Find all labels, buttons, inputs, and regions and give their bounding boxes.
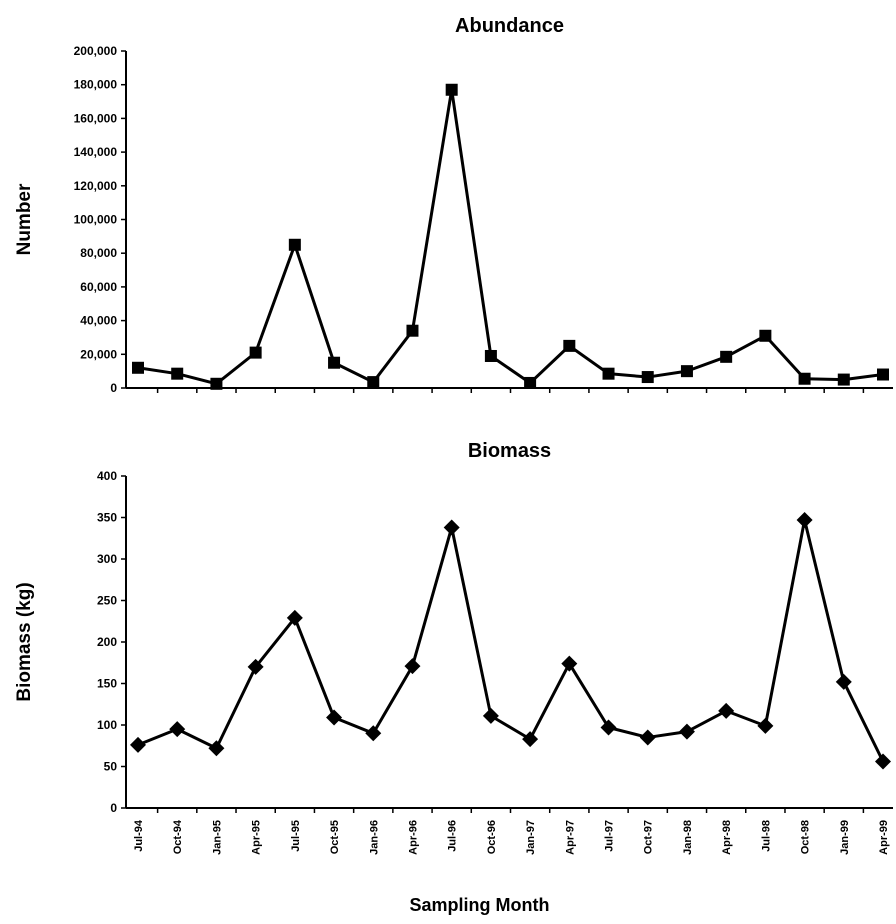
data-point — [210, 377, 223, 390]
y-tick-label: 300 — [97, 552, 117, 566]
y-tick-label: 50 — [104, 760, 118, 774]
y-tick-label: 400 — [97, 469, 117, 483]
data-point — [522, 731, 539, 748]
data-point — [798, 372, 811, 385]
y-tick-label: 120,000 — [74, 179, 118, 193]
data-point — [484, 349, 497, 362]
data-point — [641, 371, 654, 384]
x-tick-label: Jul-96 — [447, 820, 459, 852]
x-tick-label: Apr-99 — [878, 820, 890, 855]
data-point — [720, 350, 733, 363]
data-point — [837, 373, 850, 386]
data-point — [561, 655, 578, 672]
data-point — [445, 83, 458, 96]
y-axis-label: Number — [14, 183, 35, 255]
x-axis-label: Sampling Month — [410, 895, 550, 915]
data-point — [600, 719, 617, 736]
x-tick-label: Apr-95 — [251, 820, 263, 855]
data-point — [678, 723, 695, 740]
data-point — [835, 673, 852, 690]
chart-title: Abundance — [455, 15, 564, 37]
series-line — [137, 88, 884, 386]
x-tick-label: Jul-94 — [133, 819, 145, 852]
x-tick-label: Apr-96 — [407, 820, 419, 855]
x-tick-label: Oct-95 — [329, 820, 341, 854]
data-point — [367, 376, 380, 389]
x-tick-label: Oct-98 — [800, 820, 812, 854]
data-point — [208, 740, 225, 757]
x-tick-label: Jan-99 — [839, 820, 851, 855]
x-tick-label: Jan-98 — [682, 820, 694, 855]
y-tick-label: 0 — [110, 381, 117, 395]
data-point — [288, 238, 301, 251]
data-point — [249, 346, 262, 359]
data-point — [602, 367, 615, 380]
data-point — [875, 753, 891, 770]
y-tick-label: 40,000 — [80, 314, 117, 328]
x-tick-label: Apr-97 — [564, 820, 576, 855]
y-tick-label: 250 — [97, 594, 117, 608]
y-tick-label: 160,000 — [74, 111, 118, 125]
data-point — [404, 658, 421, 675]
data-point — [169, 721, 186, 738]
data-point — [482, 707, 499, 724]
x-tick-label: Jan-97 — [525, 820, 537, 855]
data-point — [171, 367, 184, 380]
y-tick-label: 20,000 — [80, 347, 117, 361]
y-tick-label: 150 — [97, 677, 117, 691]
data-point — [877, 368, 889, 381]
y-tick-label: 200,000 — [74, 44, 118, 58]
data-point — [757, 717, 774, 734]
y-tick-label: 0 — [110, 801, 117, 815]
data-point — [326, 709, 343, 726]
data-point — [132, 361, 144, 374]
data-point — [524, 376, 537, 389]
data-point — [247, 658, 264, 675]
y-tick-label: 140,000 — [74, 145, 118, 159]
data-point — [130, 736, 146, 753]
x-tick-label: Jul-98 — [760, 820, 772, 852]
chart-title: Biomass — [468, 440, 551, 462]
data-point — [759, 329, 772, 342]
x-tick-label: Apr-98 — [721, 820, 733, 855]
y-tick-label: 100 — [97, 718, 117, 732]
data-point — [718, 702, 735, 719]
y-tick-label: 180,000 — [74, 78, 118, 92]
x-tick-label: Oct-94 — [172, 819, 184, 854]
x-tick-label: Jul-97 — [604, 820, 616, 852]
y-tick-label: 200 — [97, 635, 117, 649]
x-tick-label: Oct-96 — [486, 820, 498, 854]
data-point — [365, 725, 382, 742]
data-point — [328, 356, 341, 369]
data-point — [443, 519, 460, 536]
data-point — [286, 609, 303, 626]
y-tick-label: 350 — [97, 511, 117, 525]
data-point — [406, 324, 419, 337]
x-tick-label: Jan-96 — [368, 820, 380, 855]
y-axis-label: Biomass (kg) — [14, 582, 35, 701]
data-point — [796, 511, 813, 528]
y-tick-label: 60,000 — [80, 280, 117, 294]
data-point — [563, 339, 576, 352]
x-tick-label: Jul-95 — [290, 820, 302, 852]
series-line — [137, 518, 885, 763]
y-tick-label: 80,000 — [80, 246, 117, 260]
x-tick-label: Jan-95 — [211, 820, 223, 855]
x-tick-label: Oct-97 — [643, 820, 655, 854]
data-point — [680, 365, 693, 378]
y-tick-label: 100,000 — [74, 213, 118, 227]
data-point — [639, 729, 656, 746]
